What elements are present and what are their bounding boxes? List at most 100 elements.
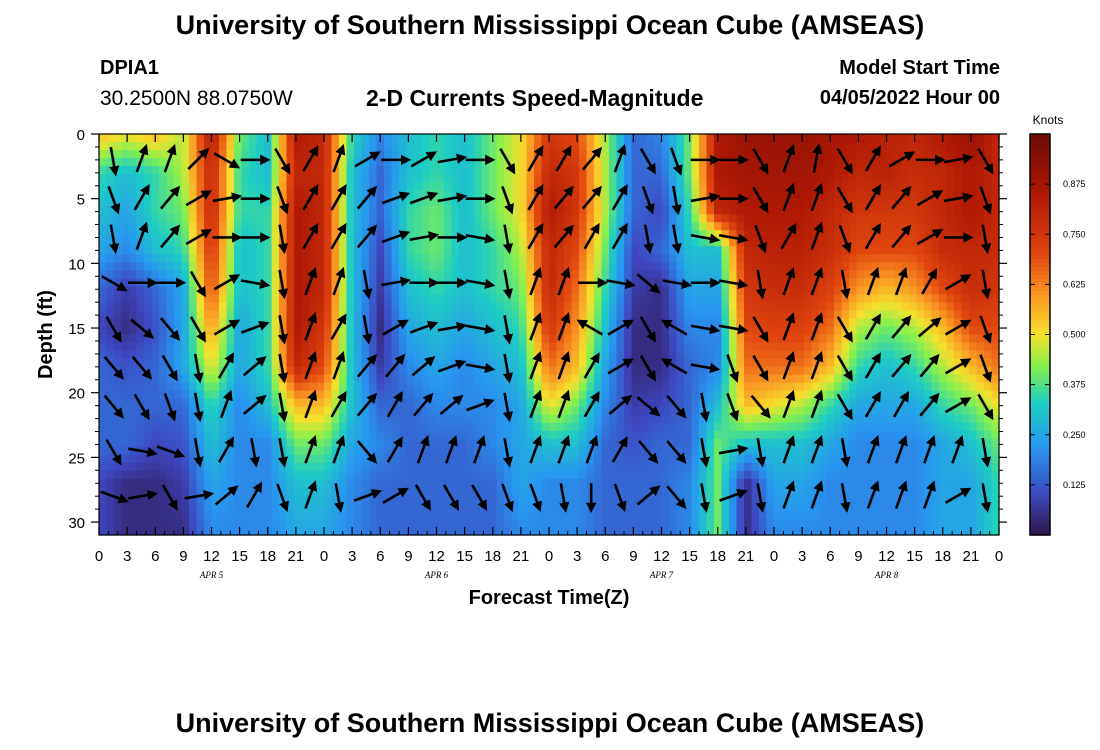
heatmap-cell <box>301 430 310 440</box>
heatmap-cell <box>594 206 603 215</box>
heatmap-cell <box>774 422 783 432</box>
heatmap-cell <box>661 302 670 312</box>
heatmap-cell <box>249 142 258 151</box>
heatmap-cell <box>721 438 730 448</box>
heatmap-cell <box>946 358 955 368</box>
heatmap-cell <box>106 254 115 263</box>
heatmap-cell <box>121 438 130 448</box>
heatmap-cell <box>594 318 603 328</box>
heatmap-cell <box>384 238 393 247</box>
heatmap-cell <box>511 366 520 376</box>
heatmap-cell <box>361 374 370 384</box>
heatmap-cell <box>406 374 415 384</box>
heatmap-cell <box>864 342 873 352</box>
heatmap-cell <box>804 182 813 191</box>
heatmap-cell <box>121 238 130 247</box>
heatmap-cell <box>466 158 475 167</box>
heatmap-cell <box>571 334 580 344</box>
heatmap-cell <box>976 454 985 464</box>
heatmap-cell <box>346 318 355 328</box>
heatmap-cell <box>429 214 438 223</box>
heatmap-cell <box>744 390 753 400</box>
heatmap-cell <box>376 438 385 448</box>
heatmap-cell <box>586 270 595 279</box>
heatmap-cell <box>849 414 858 424</box>
heatmap-cell <box>624 150 633 159</box>
heatmap-cell <box>676 334 685 344</box>
heatmap-cell <box>684 446 693 456</box>
heatmap-cell <box>391 422 400 432</box>
heatmap-cell <box>496 238 505 247</box>
heatmap-cell <box>99 150 108 159</box>
heatmap-cell <box>579 462 588 472</box>
heatmap-cell <box>759 262 768 271</box>
heatmap-cell <box>601 174 610 183</box>
heatmap-cell <box>916 398 925 408</box>
heatmap-cell <box>564 198 573 207</box>
heatmap-cell <box>369 134 378 143</box>
heatmap-cell <box>586 238 595 247</box>
heatmap-cell <box>234 390 243 400</box>
heatmap-cell <box>301 422 310 432</box>
heatmap-cell <box>399 134 408 143</box>
heatmap-cell <box>331 222 340 231</box>
heatmap-cell <box>316 214 325 223</box>
heatmap-cell <box>871 454 880 464</box>
heatmap-cell <box>729 390 738 400</box>
heatmap-cell <box>121 430 130 440</box>
heatmap-cell <box>616 158 625 167</box>
heatmap-cell <box>159 198 168 207</box>
heatmap-cell <box>301 262 310 271</box>
heatmap-cell <box>466 294 475 304</box>
heatmap-cell <box>301 166 310 175</box>
heatmap-cell <box>691 190 700 199</box>
heatmap-cell <box>436 422 445 432</box>
heatmap-cell <box>256 310 265 320</box>
heatmap-cell <box>691 438 700 448</box>
heatmap-cell <box>564 398 573 408</box>
heatmap-cell <box>481 214 490 223</box>
heatmap-cell <box>219 166 228 175</box>
heatmap-cell <box>676 310 685 320</box>
heatmap-cell <box>624 294 633 304</box>
heatmap-cell <box>496 398 505 408</box>
heatmap-cell <box>481 414 490 424</box>
heatmap-cell <box>436 142 445 151</box>
heatmap-cell <box>181 310 190 320</box>
heatmap-cell <box>279 310 288 320</box>
heatmap-cell <box>984 350 993 360</box>
heatmap-cell <box>991 390 1000 400</box>
heatmap-cell <box>406 134 415 143</box>
heatmap-cell <box>751 374 760 384</box>
heatmap-cell <box>249 182 258 191</box>
heatmap-cell <box>339 278 348 287</box>
heatmap-cell <box>609 334 618 344</box>
heatmap-cell <box>459 166 468 175</box>
heatmap-cell <box>939 286 948 295</box>
heatmap-cell <box>114 446 123 456</box>
heatmap-cell <box>511 254 520 263</box>
heatmap-cell <box>234 414 243 424</box>
heatmap-cell <box>496 174 505 183</box>
heatmap-cell <box>414 438 423 448</box>
heatmap-cell <box>129 406 138 416</box>
heatmap-cell <box>451 334 460 344</box>
heatmap-cell <box>174 342 183 352</box>
heatmap-cell <box>511 206 520 215</box>
heatmap-cell <box>864 358 873 368</box>
heatmap-cell <box>196 270 205 279</box>
heatmap-cell <box>766 318 775 328</box>
heatmap-cell <box>294 246 303 255</box>
heatmap-cell <box>976 382 985 392</box>
heatmap-cell <box>661 278 670 287</box>
heatmap-cell <box>931 302 940 312</box>
heatmap-cell <box>286 358 295 368</box>
heatmap-cell <box>264 238 273 247</box>
heatmap-cell <box>826 406 835 416</box>
heatmap-cell <box>511 430 520 440</box>
heatmap-cell <box>804 302 813 312</box>
heatmap-cell <box>526 230 535 239</box>
heatmap-cell <box>909 398 918 408</box>
heatmap-cell <box>519 134 528 143</box>
heatmap-cell <box>969 150 978 159</box>
